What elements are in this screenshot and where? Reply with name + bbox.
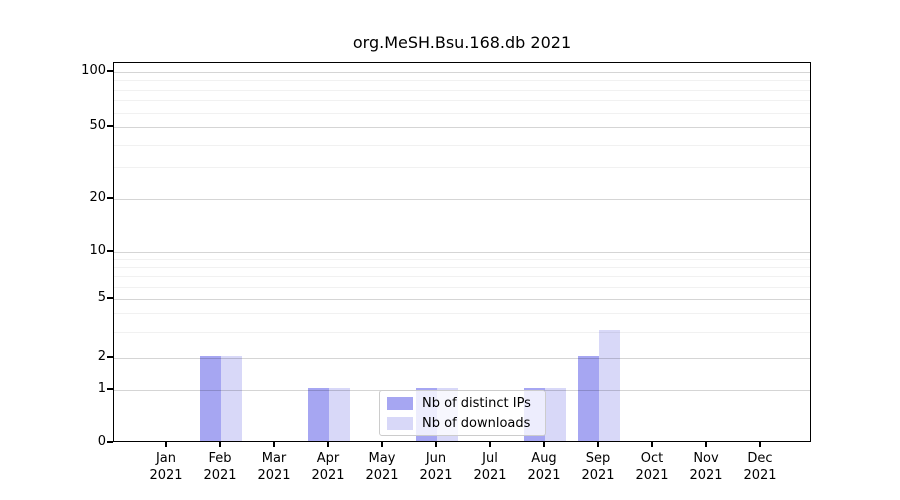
x-tick-mark-jan: [165, 442, 167, 447]
y-tick-label-1: 1: [97, 381, 106, 396]
legend-label-downloads: Nb of downloads: [422, 415, 531, 431]
legend: Nb of distinct IPs Nb of downloads: [379, 390, 546, 436]
minor-gridline-8: [114, 267, 810, 269]
x-tick-mark-apr: [327, 442, 329, 447]
x-tick-mark-dec: [759, 442, 761, 447]
x-tick-mark-oct: [651, 442, 653, 447]
y-tick-label-5: 5: [97, 290, 106, 305]
x-tick-mark-sep: [597, 442, 599, 447]
y-tick-label-50: 50: [89, 118, 106, 133]
plot-area: [113, 62, 811, 442]
y-tick-mark-20: [107, 197, 113, 199]
bar-distinct-ips-sep: [578, 356, 599, 441]
gridline-20: [114, 199, 810, 200]
minor-gridline-40: [114, 144, 810, 146]
x-tick-label-mar: Mar 2021: [257, 451, 291, 483]
x-tick-mark-jul: [489, 442, 491, 447]
x-tick-label-may: May 2021: [365, 451, 399, 483]
gridline-50: [114, 127, 810, 128]
x-tick-label-jun: Jun 2021: [419, 451, 453, 483]
x-tick-mark-nov: [705, 442, 707, 447]
minor-gridline-6: [114, 286, 810, 288]
x-tick-mark-aug: [543, 442, 545, 447]
y-tick-mark-5: [107, 297, 113, 299]
minor-gridline-80: [114, 89, 810, 91]
y-tick-label-100: 100: [81, 63, 106, 78]
gridline-10: [114, 252, 810, 253]
x-tick-mark-jun: [435, 442, 437, 447]
x-tick-label-jan: Jan 2021: [149, 451, 183, 483]
minor-gridline-3: [114, 331, 810, 333]
minor-gridline-30: [114, 167, 810, 169]
minor-gridline-90: [114, 80, 810, 82]
y-tick-label-20: 20: [89, 190, 106, 205]
y-tick-label-0: 0: [97, 434, 106, 449]
gridline-5: [114, 299, 810, 300]
y-tick-mark-50: [107, 125, 113, 127]
legend-label-distinct-ips: Nb of distinct IPs: [422, 395, 531, 411]
bar-downloads-feb: [221, 356, 242, 441]
minor-gridline-9: [114, 259, 810, 261]
gridline-100: [114, 72, 810, 73]
y-tick-mark-10: [107, 250, 113, 252]
y-tick-mark-0: [107, 441, 113, 443]
minor-gridline-70: [114, 100, 810, 102]
x-tick-label-aug: Aug 2021: [527, 451, 561, 483]
bar-distinct-ips-feb: [200, 356, 221, 441]
x-tick-mark-feb: [219, 442, 221, 447]
bar-distinct-ips-apr: [308, 388, 329, 441]
legend-row-downloads: Nb of downloads: [387, 415, 537, 432]
x-tick-label-apr: Apr 2021: [311, 451, 345, 483]
x-tick-mark-may: [381, 442, 383, 447]
x-tick-label-feb: Feb 2021: [203, 451, 237, 483]
bar-downloads-aug: [545, 388, 566, 441]
bar-downloads-apr: [329, 388, 350, 441]
legend-swatch-distinct-ips: [387, 396, 413, 410]
y-tick-label-10: 10: [89, 243, 106, 258]
chart-title: org.MeSH.Bsu.168.db 2021: [352, 33, 572, 52]
y-tick-mark-100: [107, 70, 113, 72]
x-tick-mark-mar: [273, 442, 275, 447]
x-tick-label-sep: Sep 2021: [581, 451, 615, 483]
y-tick-mark-1: [107, 388, 113, 390]
bar-downloads-sep: [599, 329, 620, 441]
gridline-2: [114, 358, 810, 359]
legend-swatch-downloads: [387, 416, 413, 430]
minor-gridline-60: [114, 112, 810, 114]
legend-row-distinct-ips: Nb of distinct IPs: [387, 395, 537, 412]
y-tick-label-2: 2: [97, 349, 106, 364]
minor-gridline-7: [114, 276, 810, 278]
x-tick-label-dec: Dec 2021: [743, 451, 777, 483]
x-tick-label-oct: Oct 2021: [635, 451, 669, 483]
x-tick-label-nov: Nov 2021: [689, 451, 723, 483]
minor-gridline-4: [114, 313, 810, 315]
y-tick-mark-2: [107, 356, 113, 358]
x-tick-label-jul: Jul 2021: [473, 451, 507, 483]
